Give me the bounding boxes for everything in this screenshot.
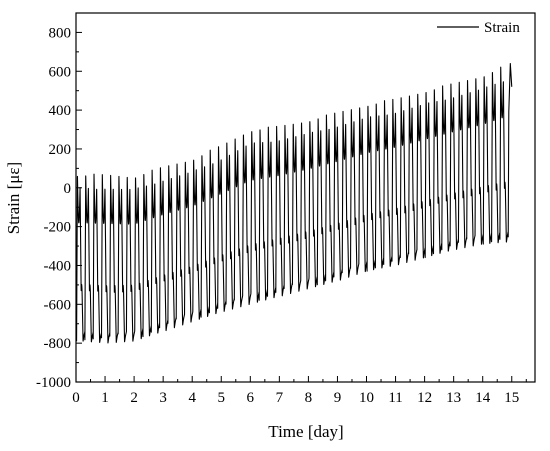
x-tick-label: 5 [218, 390, 226, 406]
plot-frame [75, 12, 536, 383]
plot-area [76, 62, 513, 344]
x-tick-label: 11 [388, 390, 402, 406]
x-tick-label: 10 [359, 390, 374, 406]
x-tick-label: 0 [72, 390, 80, 406]
x-tick-label: 4 [188, 390, 196, 406]
x-tick-label: 14 [475, 390, 491, 406]
y-tick-label: 800 [49, 25, 72, 41]
x-tick-label: 1 [101, 390, 109, 406]
y-tick-label: -400 [44, 258, 72, 274]
x-axis-title: Time [day] [268, 422, 343, 441]
axes: 0 1 2 3 4 5 6 7 8 9 10 11 12 13 14 15-1000-800-600-400-… [36, 12, 536, 406]
x-tick-label: 2 [130, 390, 138, 406]
x-tick-label: 9 [334, 390, 342, 406]
series-line-strain [76, 62, 513, 344]
y-tick-label: 200 [49, 142, 72, 158]
legend: Strain [437, 20, 520, 36]
y-tick-label: -1000 [36, 375, 71, 391]
y-tick-label: 400 [49, 103, 72, 119]
x-tick-label: 7 [276, 390, 284, 406]
y-tick-label: 0 [64, 181, 72, 197]
x-tick-label: 3 [159, 390, 167, 406]
y-tick-label: 600 [49, 64, 72, 80]
y-tick-label: -800 [44, 336, 72, 352]
y-tick-label: -600 [44, 297, 72, 313]
legend-label-strain: Strain [484, 20, 520, 36]
x-tick-label: 6 [247, 390, 255, 406]
y-tick-label: -200 [44, 220, 72, 236]
x-tick-label: 13 [446, 390, 461, 406]
y-axis-title: Strain [με] [4, 162, 23, 234]
x-tick-label: 15 [504, 390, 519, 406]
x-tick-label: 8 [305, 390, 313, 406]
x-tick-label: 12 [417, 390, 432, 406]
